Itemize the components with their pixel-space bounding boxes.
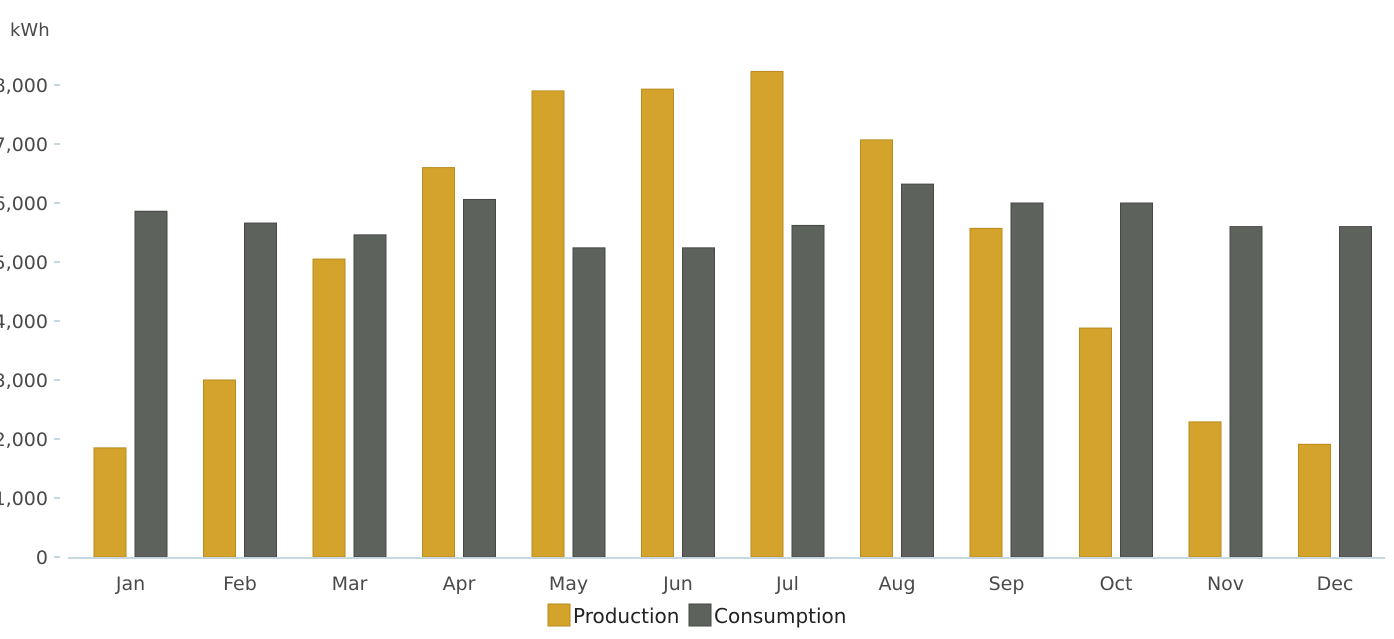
consumption-bar-may (572, 247, 606, 558)
y-tick-label: 3,000 (0, 370, 48, 392)
consumption-bar-nov (1229, 226, 1263, 558)
x-tick-label: Jan (115, 573, 145, 595)
x-tick-label: Oct (1100, 573, 1133, 595)
consumption-bar-aug (901, 183, 934, 558)
x-tick-label: Aug (878, 573, 915, 595)
x-tick-label: May (549, 573, 588, 595)
legend-swatch-consumption (688, 603, 712, 627)
y-tick-label: 6,000 (0, 193, 48, 215)
x-tick-label: Mar (332, 573, 368, 595)
consumption-bar-dec (1339, 226, 1372, 558)
x-tick-label: Sep (989, 573, 1025, 595)
y-axis: 0 1,000 2,000 3,000 4,000 5,000 6,000 7,000 8,00… (0, 75, 60, 569)
y-tick-label: 0 (36, 547, 48, 569)
consumption-bar-mar (353, 234, 387, 558)
y-tick-label: 8,000 (0, 75, 48, 97)
production-bar-may (531, 90, 565, 558)
consumption-bar-oct (1120, 202, 1153, 558)
consumption-bar-jul (791, 224, 825, 558)
legend-swatch-production (547, 603, 571, 627)
consumption-bar-apr (463, 198, 496, 558)
production-bar-oct (1079, 327, 1112, 558)
x-tick-label: Feb (223, 573, 257, 595)
y-tick-label: 4,000 (0, 311, 48, 333)
x-tick-label: Nov (1207, 573, 1244, 595)
x-tick-label: Apr (443, 573, 476, 595)
y-tick-label: 2,000 (0, 429, 48, 451)
production-bar-nov (1188, 421, 1222, 558)
x-tick-label: Jul (775, 573, 799, 595)
production-bar-aug (860, 139, 893, 558)
x-axis: Jan Feb Mar Apr May Jun Jul Aug Sep Oct Nov Dec (115, 573, 1354, 595)
production-bar-jan (93, 447, 127, 558)
y-axis-label: kWh (10, 20, 50, 41)
y-tick-label: 1,000 (0, 488, 48, 510)
production-bar-jun (641, 88, 674, 558)
consumption-bar-jan (134, 210, 168, 558)
production-bar-dec (1298, 443, 1331, 558)
production-bar-sep (969, 227, 1003, 558)
consumption-bar-jun (682, 247, 715, 558)
legend-label-production: Production (573, 604, 679, 628)
production-bar-mar (312, 258, 346, 558)
x-tick-label: Jun (662, 573, 693, 595)
legend: Production Consumption (547, 603, 846, 628)
production-bar-feb (203, 379, 236, 558)
y-tick-label: 7,000 (0, 134, 48, 156)
x-tick-label: Dec (1317, 573, 1354, 595)
consumption-bar-sep (1010, 202, 1044, 558)
bars (93, 70, 1372, 558)
y-tick-label: 5,000 (0, 252, 48, 274)
production-bar-apr (422, 167, 455, 558)
legend-label-consumption: Consumption (714, 604, 846, 628)
production-bar-jul (750, 70, 784, 558)
consumption-bar-feb (244, 222, 277, 558)
